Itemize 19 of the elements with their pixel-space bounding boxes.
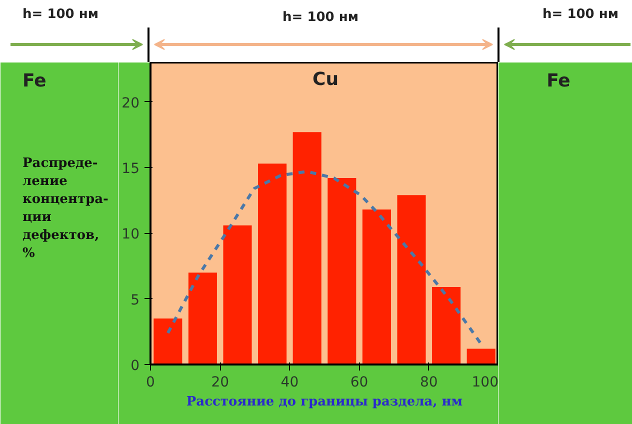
y-axis-title: Распреде- ление концентра- ции дефектов, % bbox=[22, 156, 108, 261]
x-tick-label: 60 bbox=[350, 374, 368, 390]
y-tick-label: 20 bbox=[122, 95, 140, 112]
text: h= 100 нм bbox=[22, 7, 98, 22]
x-tick-label: 80 bbox=[420, 374, 438, 390]
y-tick-label: 10 bbox=[122, 226, 140, 243]
annotation: Cu bbox=[312, 69, 339, 90]
x-axis-title: Расстояние до границы раздела, нм bbox=[186, 394, 463, 410]
x-tick-label: 40 bbox=[280, 374, 299, 390]
text: h= 100 нм bbox=[542, 7, 618, 22]
x-tick-label: 100 bbox=[472, 374, 499, 390]
y-tick-label: 0 bbox=[130, 358, 140, 374]
text: h= 100 нм bbox=[282, 10, 358, 25]
text: Fe bbox=[546, 70, 570, 92]
x-tick-label: 0 bbox=[146, 374, 155, 390]
text: Fe bbox=[22, 70, 46, 92]
y-tick-label: 15 bbox=[122, 161, 140, 178]
x-tick-label: 20 bbox=[211, 374, 230, 390]
y-tick-label: 5 bbox=[130, 292, 140, 308]
